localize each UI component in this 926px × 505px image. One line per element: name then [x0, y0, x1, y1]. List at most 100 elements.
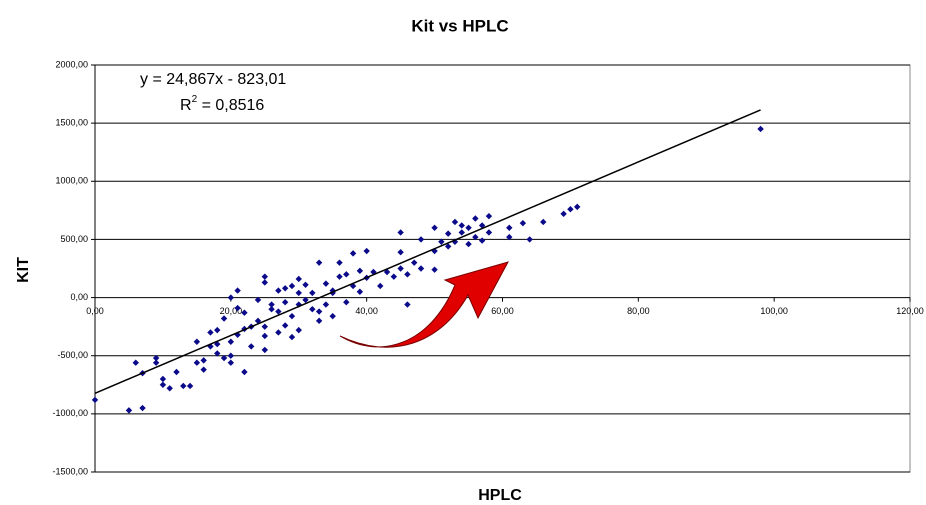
point: [261, 323, 268, 330]
point: [159, 375, 167, 383]
point: [288, 312, 296, 320]
point: [315, 259, 323, 266]
point: [186, 382, 194, 390]
y-tick-label: 0,00: [70, 292, 88, 302]
point: [139, 404, 146, 412]
point: [472, 233, 479, 241]
point: [227, 359, 235, 366]
point: [431, 266, 438, 273]
point: [322, 280, 330, 287]
y-axis-title: KIT: [15, 257, 32, 283]
point: [506, 224, 513, 231]
point: [336, 273, 343, 280]
point: [295, 289, 302, 297]
point: [397, 229, 404, 236]
point: [343, 271, 350, 278]
point: [214, 340, 221, 348]
point: [329, 312, 336, 320]
point: [288, 282, 296, 290]
point: [254, 296, 262, 304]
point: [200, 366, 207, 373]
x-tick-label: 20,00: [220, 306, 243, 316]
r-squared: R2 = 0,8516: [180, 94, 264, 115]
point: [343, 299, 350, 306]
point: [315, 317, 323, 325]
point: [288, 333, 296, 341]
point: [91, 396, 99, 404]
point: [234, 331, 241, 338]
point: [281, 322, 289, 329]
point: [152, 359, 160, 366]
point: [390, 273, 398, 280]
y-tick-label: -1000,00: [52, 408, 88, 418]
r2-r: R: [180, 97, 192, 114]
y-tick-label: 1000,00: [55, 176, 88, 186]
point: [173, 368, 180, 376]
x-tick-label: 0,00: [86, 306, 104, 316]
point: [295, 275, 302, 283]
point: [404, 271, 411, 278]
plot-area: -1500,00 -1000,00 -500,00 0,00 500,00 1000,00…: [52, 59, 923, 476]
y-tick-label: 1500,00: [55, 118, 88, 128]
point: [261, 279, 268, 286]
point: [200, 357, 207, 364]
point: [180, 382, 187, 390]
x-axis-title: HPLC: [478, 487, 522, 504]
point: [519, 219, 527, 227]
point: [125, 407, 133, 414]
point: [261, 332, 268, 340]
point: [295, 326, 302, 334]
point: [315, 308, 323, 315]
point: [485, 212, 493, 220]
point: [275, 329, 282, 336]
point: [302, 281, 309, 288]
point: [458, 229, 465, 236]
point: [275, 308, 282, 315]
point: [234, 304, 241, 312]
point: [356, 267, 364, 275]
x-tick-label: 80,00: [627, 306, 650, 316]
point: [220, 354, 228, 362]
x-tick-label: 60,00: [491, 306, 514, 316]
point: [268, 301, 275, 308]
point: [241, 309, 248, 316]
point: [567, 205, 574, 213]
point: [404, 301, 411, 308]
y-tick-label: 2000,00: [55, 59, 88, 69]
point: [227, 338, 235, 345]
point: [152, 354, 160, 362]
point: [214, 350, 221, 357]
point: [444, 230, 452, 237]
y-tick-label: 500,00: [60, 234, 88, 244]
point: [397, 265, 404, 272]
point: [248, 343, 255, 350]
point: [574, 203, 581, 211]
point: [132, 359, 139, 366]
point: [309, 306, 316, 313]
point: [451, 218, 459, 226]
point: [444, 243, 452, 250]
y-tick-label: -1500,00: [52, 466, 88, 476]
point: [207, 329, 214, 336]
point: [377, 282, 384, 290]
point: [438, 238, 445, 245]
point: [193, 338, 201, 345]
point: [275, 287, 282, 294]
point: [417, 265, 425, 272]
x-tick-label: 40,00: [355, 306, 378, 316]
point: [309, 289, 316, 297]
point: [458, 222, 465, 229]
point: [234, 287, 241, 294]
point: [417, 236, 425, 243]
point: [261, 346, 268, 354]
point: [431, 224, 438, 231]
trendline: [94, 109, 761, 394]
point: [241, 368, 248, 376]
point: [560, 210, 567, 218]
point: [268, 306, 275, 313]
point: [220, 315, 228, 322]
point: [214, 326, 221, 334]
point: [757, 125, 764, 133]
point: [526, 236, 533, 243]
